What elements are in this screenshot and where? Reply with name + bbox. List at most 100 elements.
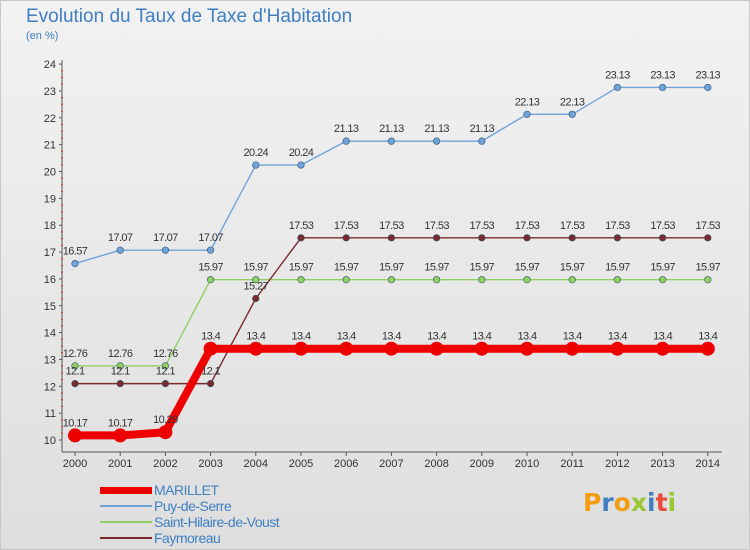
data-point [568,234,576,242]
data-point [339,341,354,356]
data-point [658,276,667,284]
data-label: 12.1 [111,366,130,378]
data-point [613,83,622,92]
data-point [207,380,215,388]
data-label: 13.4 [563,331,582,343]
data-label: 13.4 [337,331,356,343]
series-line [75,237,708,385]
data-point [342,276,350,284]
data-point [568,110,576,118]
data-label: 13.4 [291,331,310,343]
data-label: 17.53 [605,220,630,232]
data-point [613,276,622,284]
legend-swatch [100,537,152,539]
legend-label: Faymoreau [154,530,221,546]
data-point [161,380,169,388]
data-label: 12.1 [201,366,220,378]
x-tick-label: 2002 [153,458,177,470]
x-tick-label: 2001 [108,458,132,470]
data-point [478,137,486,145]
y-tick-label: 12 [44,381,56,393]
data-point [71,259,79,268]
data-point [252,276,260,284]
y-tick-label: 11 [45,408,56,420]
data-point [429,341,444,356]
data-point [474,341,489,356]
x-tick-label: 2013 [650,458,674,470]
data-label: 22.13 [515,96,540,108]
y-tick-label: 23 [44,86,56,98]
data-point [248,341,263,356]
data-label: 15.97 [515,262,540,274]
data-label: 17.53 [334,220,359,232]
data-label: 13.4 [472,331,491,343]
data-label: 15.97 [560,262,585,274]
data-label: 17.53 [289,220,314,232]
data-label: 15.97 [289,262,314,274]
legend: MARILLET Puy-de-Serre Saint-Hilaire-de-Vou… [100,482,400,546]
data-point [658,234,667,242]
y-tick-label: 15 [44,301,56,313]
data-point [161,362,169,370]
data-point [158,425,173,440]
data-label: 12.1 [156,366,175,378]
data-point [203,341,218,356]
data-label: 13.4 [698,331,717,343]
legend-label: Saint-Hilaire-de-Voust [154,514,280,530]
data-label: 22.13 [560,96,585,108]
data-point [387,276,396,284]
legend-label: MARILLET [154,482,219,498]
data-label: 16.57 [63,246,88,258]
data-label: 13.4 [517,331,536,343]
data-label: 21.13 [424,123,449,135]
data-label: 13.4 [201,331,220,343]
data-label: 21.13 [470,123,495,135]
data-label: 21.13 [379,123,404,135]
data-point [433,276,441,284]
data-label: 10.29 [153,414,178,426]
data-point [658,83,667,92]
data-point [704,83,712,92]
data-label: 12.76 [108,348,133,360]
y-tick-label: 17 [44,247,56,259]
data-label: 20.24 [244,147,269,159]
data-label: 13.4 [653,331,672,343]
data-label: 15.97 [244,262,269,274]
data-label: 15.97 [696,262,721,274]
data-point [523,110,531,118]
x-tick-label: 2000 [63,458,87,470]
x-tick-label: 2006 [334,458,358,470]
data-point [433,137,441,145]
data-label: 12.76 [63,348,88,360]
data-label: 17.07 [108,232,133,244]
data-label: 12.76 [153,348,178,360]
data-point [207,246,215,254]
x-tick-label: 2005 [289,458,313,470]
y-tick-label: 13 [44,354,56,366]
x-tick-label: 2014 [696,458,720,470]
y-tick-label: 18 [44,220,56,232]
data-point [520,341,534,356]
y-tick-label: 16 [44,274,56,286]
legend-item: Faymoreau [100,530,400,546]
data-point [297,276,305,284]
data-point [71,380,79,388]
data-point [342,234,350,242]
data-label: 15.97 [379,262,404,274]
legend-item: MARILLET [100,482,400,498]
data-label: 13.4 [608,331,627,343]
data-label: 13.4 [382,331,401,343]
data-point [207,276,215,284]
legend-swatch [100,521,152,523]
data-point [252,294,260,303]
data-point [478,276,486,284]
data-point [568,276,576,284]
data-label: 10.17 [63,417,88,429]
y-tick-label: 14 [44,328,56,340]
x-tick-label: 2011 [560,458,584,470]
data-label: 12.1 [65,366,84,378]
data-label: 10.17 [108,417,133,429]
data-point [384,341,399,356]
data-label: 17.07 [153,232,178,244]
data-point [387,234,396,242]
